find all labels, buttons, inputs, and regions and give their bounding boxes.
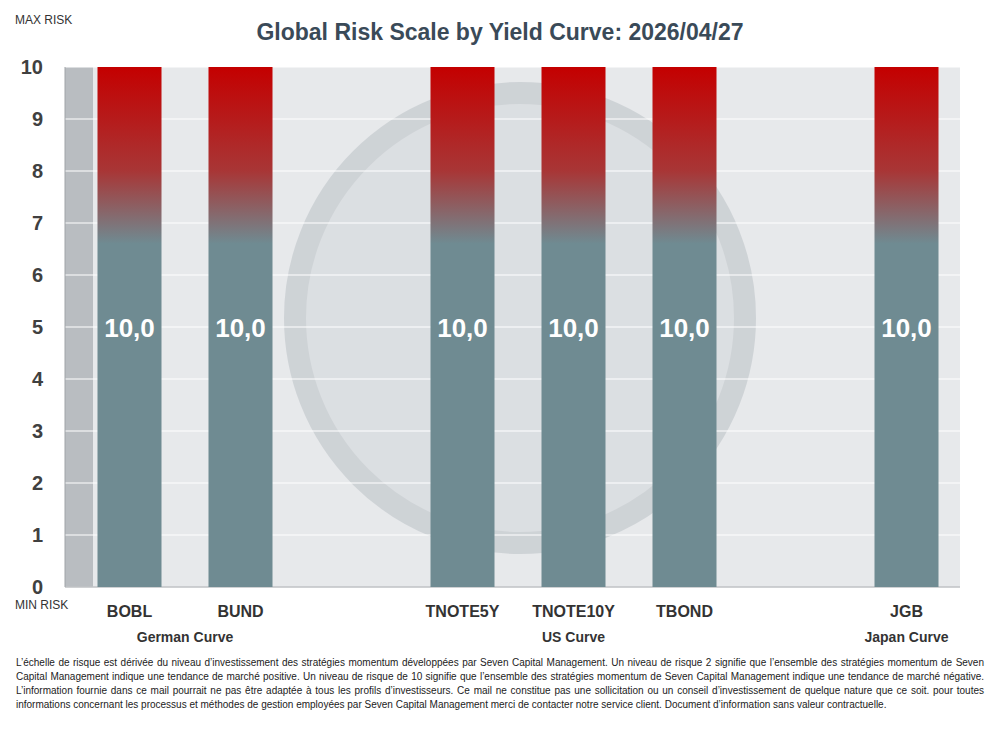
bar: [653, 67, 717, 587]
bars: [98, 67, 939, 587]
group-label: US Curve: [542, 629, 605, 645]
x-tick-label: JGB: [890, 603, 923, 620]
plot-background: [65, 67, 960, 587]
chart: 0 1 2 3 4 5 6 7 8 9 10 10,0 10,0 10,0 10,0 10,0 10,0 BOBL…: [0, 0, 999, 650]
x-tick-label: BOBL: [107, 603, 153, 620]
grid-line: [65, 66, 960, 67]
bar: [542, 67, 606, 587]
data-label: 10,0: [437, 313, 488, 343]
y-tick-label: 5: [32, 316, 43, 338]
y-tick-label: 10: [21, 56, 43, 78]
grid-line: [65, 586, 960, 587]
max-risk-label: MAX RISK: [15, 13, 72, 27]
y-tick-label: 0: [32, 576, 43, 598]
y-tick-label: 6: [32, 264, 43, 286]
x-tick-label: TNOTE10Y: [532, 603, 615, 620]
y-tick-label: 7: [32, 212, 43, 234]
bar: [98, 67, 162, 587]
x-axis-line: [65, 587, 960, 588]
data-label: 10,0: [659, 313, 710, 343]
data-label: 10,0: [104, 313, 155, 343]
grid-line: [65, 222, 960, 223]
x-tick-label: BUND: [217, 603, 263, 620]
grid-line: [65, 378, 960, 379]
grid-line: [65, 430, 960, 431]
grid-line: [65, 274, 960, 275]
y-axis-line: [65, 67, 66, 587]
grid-line: [65, 118, 960, 119]
x-tick-label: TNOTE5Y: [426, 603, 500, 620]
x-tick-label: TBOND: [656, 603, 713, 620]
min-risk-label: MIN RISK: [15, 598, 68, 612]
y-tick-label: 4: [32, 368, 44, 390]
group-label: Japan Curve: [864, 629, 948, 645]
y-tick-label: 3: [32, 420, 43, 442]
grid-line: [65, 482, 960, 483]
data-label: 10,0: [548, 313, 599, 343]
data-label: 10,0: [881, 313, 932, 343]
grid-line: [65, 326, 960, 327]
y-tick-label: 1: [32, 524, 43, 546]
data-label: 10,0: [215, 313, 266, 343]
group-label: German Curve: [137, 629, 234, 645]
y-tick-label: 2: [32, 472, 43, 494]
bar: [431, 67, 495, 587]
y-tick-label: 9: [32, 108, 43, 130]
footnote: L’échelle de risque est dérivée du nivea…: [16, 656, 984, 712]
title: Global Risk Scale by Yield Curve: 2026/0…: [256, 19, 743, 45]
bar: [875, 67, 939, 587]
grid-line: [65, 534, 960, 535]
grid-line: [65, 170, 960, 171]
bar: [209, 67, 273, 587]
y-tick-label: 8: [32, 160, 43, 182]
